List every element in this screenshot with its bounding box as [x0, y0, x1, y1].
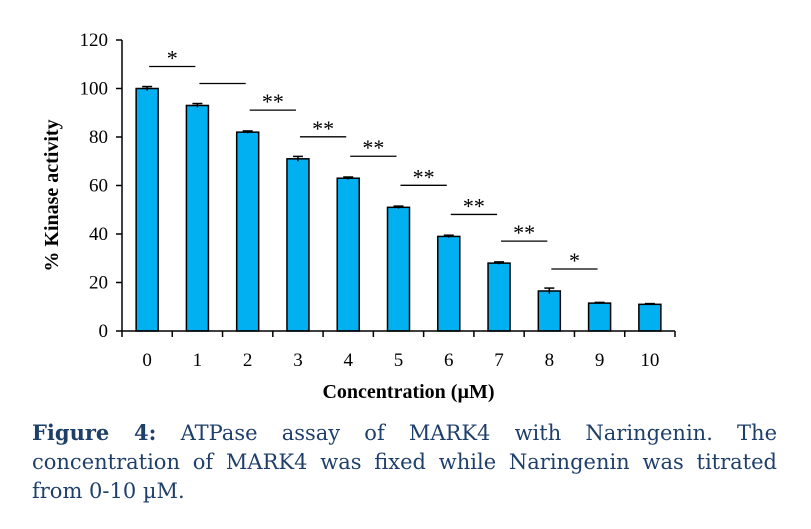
- y-tick-label: 100: [80, 79, 109, 100]
- y-tick-label: 0: [99, 321, 109, 342]
- x-tick-label: 8: [545, 350, 555, 371]
- significance-label: *: [569, 248, 580, 273]
- bar: [587, 302, 612, 332]
- x-tick-label: 5: [394, 350, 404, 371]
- x-tick-label: 7: [494, 350, 504, 371]
- y-tick-label: 20: [89, 273, 108, 294]
- caption-text: ATPase assay of MARK4 with Naringenin. T…: [32, 421, 777, 503]
- x-tick-label: 9: [595, 350, 605, 371]
- bars: [135, 85, 662, 332]
- y-axis-ticks: 0 20 40 60 80 100 120: [80, 30, 122, 342]
- bar: [185, 104, 210, 332]
- y-tick-label: 120: [80, 30, 109, 51]
- bar: [336, 177, 360, 332]
- significance-label: *: [167, 46, 178, 71]
- x-tick-label: 0: [142, 350, 152, 371]
- bar: [235, 131, 260, 332]
- figure-label: Figure 4:: [32, 420, 157, 445]
- x-tick-label: 1: [193, 350, 203, 371]
- bar: [487, 262, 511, 332]
- significance-markers: **************: [149, 46, 598, 273]
- significance-label: **: [262, 89, 284, 114]
- bar: [537, 290, 562, 332]
- bar: [437, 235, 461, 332]
- x-tick-label: 2: [243, 350, 253, 371]
- significance-label: **: [413, 164, 435, 189]
- x-tick-label: 4: [343, 350, 353, 371]
- x-axis-title: Concentration (µM): [322, 381, 494, 403]
- x-tick-label: 10: [640, 350, 659, 371]
- y-axis-title: % Kinase activity: [41, 119, 63, 271]
- y-tick-label: 60: [89, 176, 108, 197]
- bar: [386, 206, 411, 332]
- significance-label: **: [513, 220, 535, 245]
- significance-label: **: [362, 135, 384, 160]
- figure-caption: Figure 4: ATPase assay of MARK4 with Nar…: [32, 418, 777, 506]
- x-tick-label: 3: [293, 350, 303, 371]
- significance-label: **: [312, 116, 334, 141]
- bar: [135, 87, 159, 332]
- y-tick-label: 80: [89, 127, 108, 148]
- significance-label: **: [463, 193, 485, 218]
- y-tick-label: 40: [89, 224, 108, 245]
- x-tick-label: 6: [444, 350, 454, 371]
- bar: [286, 158, 310, 332]
- x-axis-ticks: 0 1 2 3 4 5 6 7 8 9 10: [121, 331, 676, 371]
- bar: [638, 303, 662, 332]
